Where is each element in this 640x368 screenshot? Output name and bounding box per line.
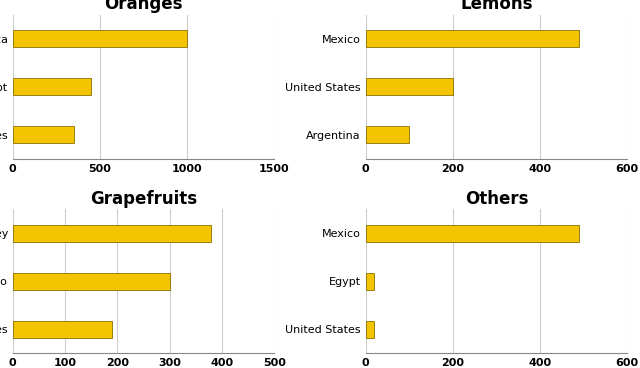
Bar (365, 273, 374, 290)
Bar (13, 273, 170, 290)
Title: Grapefruits: Grapefruits (90, 190, 197, 208)
Bar (365, 30, 579, 47)
Bar (13, 126, 74, 143)
Bar (13, 225, 211, 242)
Bar (365, 225, 579, 242)
Bar (365, 78, 453, 95)
Bar (13, 78, 92, 95)
Bar (365, 321, 374, 338)
Title: Oranges: Oranges (104, 0, 183, 13)
Bar (13, 321, 112, 338)
Title: Lemons: Lemons (460, 0, 532, 13)
Title: Others: Others (465, 190, 528, 208)
Bar (13, 30, 187, 47)
Bar (365, 126, 410, 143)
